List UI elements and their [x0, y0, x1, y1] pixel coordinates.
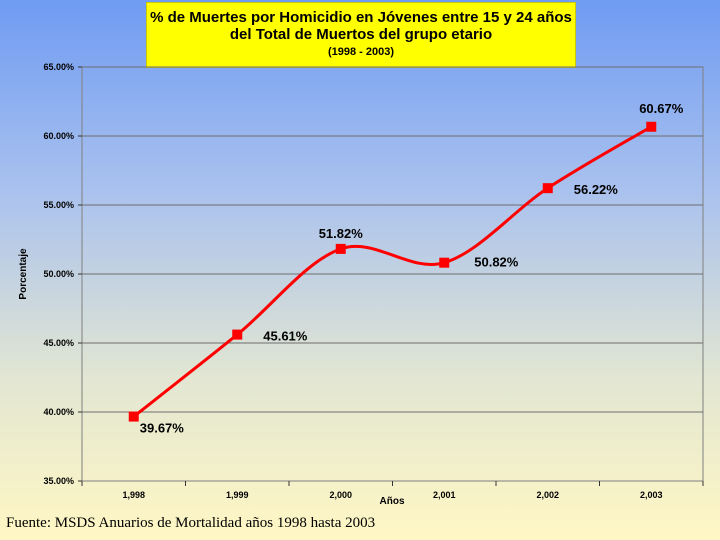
data-point-marker	[439, 257, 450, 268]
chart-title-box: % de Muertes por Homicidio en Jóvenes en…	[146, 2, 576, 68]
y-tick-label: 50.00%	[43, 269, 74, 279]
data-point-marker	[335, 243, 346, 254]
y-tick-label: 55.00%	[43, 200, 74, 210]
data-label: 39.67%	[140, 421, 185, 436]
series-line	[132, 125, 653, 418]
x-tick-label: 2,002	[536, 490, 559, 500]
chart-title-line-3: (1998 - 2003)	[327, 46, 395, 58]
x-axis-label: Años	[380, 496, 405, 507]
y-tick-label: 60.00%	[43, 131, 74, 141]
data-label: 56.22%	[574, 182, 619, 197]
data-point-marker	[542, 183, 553, 194]
data-point-marker	[646, 121, 657, 132]
x-tick-label: 2,001	[433, 490, 456, 500]
x-tick-label: 1,999	[226, 490, 249, 500]
source-footer: Fuente: MSDS Anuarios de Mortalidad años…	[6, 515, 376, 531]
x-tick-label: 2,000	[329, 490, 352, 500]
y-tick-label: 65.00%	[43, 62, 74, 72]
y-tick-label: 45.00%	[43, 338, 74, 348]
data-point-marker	[232, 329, 243, 340]
data-label: 45.61%	[263, 329, 308, 344]
y-tick-label: 35.00%	[43, 476, 74, 486]
data-point-marker	[128, 411, 139, 422]
x-tick-label: 2,003	[640, 490, 663, 500]
y-axis-label: Porcentaje	[18, 248, 29, 300]
data-label: 50.82%	[474, 255, 519, 270]
chart-title-line-2: del Total de Muertos del grupo etario	[229, 26, 493, 43]
data-label: 51.82%	[319, 226, 364, 241]
x-tick-label: 1,998	[122, 490, 145, 500]
chart-title-line-1: % de Muertes por Homicidio en Jóvenes en…	[150, 9, 572, 26]
data-label: 60.67%	[639, 101, 684, 116]
y-tick-label: 40.00%	[43, 407, 74, 417]
